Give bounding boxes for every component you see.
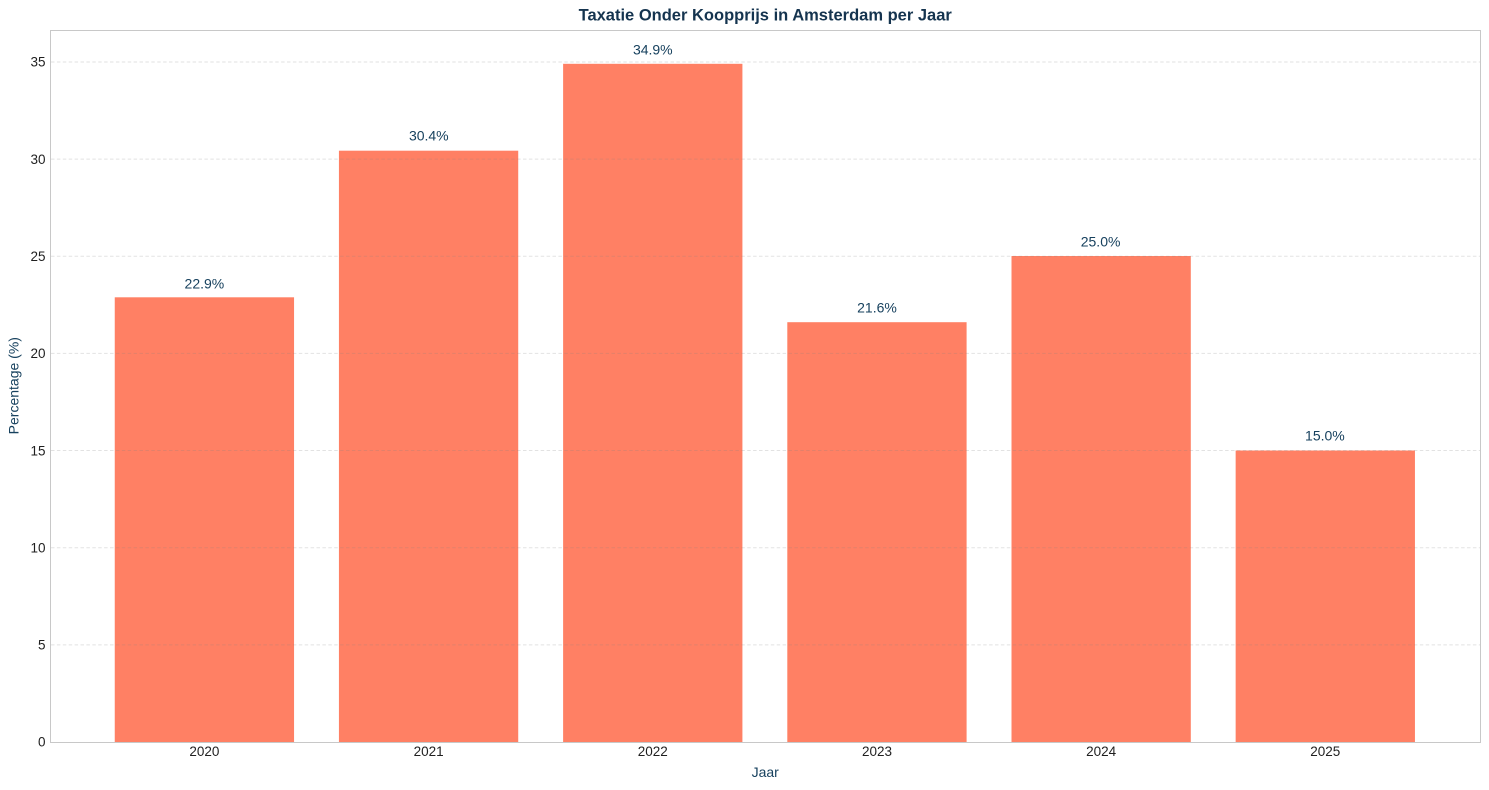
svg-text:2020: 2020 — [189, 744, 219, 759]
svg-text:2022: 2022 — [638, 744, 668, 759]
svg-text:Taxatie Onder Koopprijs in Ams: Taxatie Onder Koopprijs in Amsterdam per… — [579, 7, 953, 25]
svg-text:30: 30 — [30, 152, 45, 167]
svg-text:22.9%: 22.9% — [185, 276, 225, 292]
svg-text:34.9%: 34.9% — [633, 42, 673, 58]
svg-text:15: 15 — [30, 443, 45, 458]
svg-text:25.0%: 25.0% — [1081, 234, 1121, 250]
svg-text:30.4%: 30.4% — [409, 127, 449, 143]
svg-text:20: 20 — [30, 346, 45, 361]
svg-text:5: 5 — [38, 638, 46, 653]
svg-text:2023: 2023 — [862, 744, 892, 759]
svg-text:0: 0 — [38, 735, 46, 750]
svg-text:21.6%: 21.6% — [857, 299, 897, 315]
svg-text:Jaar: Jaar — [752, 764, 780, 780]
svg-text:2021: 2021 — [414, 744, 444, 759]
svg-text:2025: 2025 — [1310, 744, 1340, 759]
svg-text:35: 35 — [30, 55, 45, 70]
svg-text:2024: 2024 — [1086, 744, 1117, 759]
svg-text:15.0%: 15.0% — [1305, 428, 1345, 444]
svg-text:10: 10 — [30, 540, 45, 555]
svg-text:25: 25 — [30, 249, 45, 264]
svg-text:Percentage (%): Percentage (%) — [6, 337, 22, 434]
